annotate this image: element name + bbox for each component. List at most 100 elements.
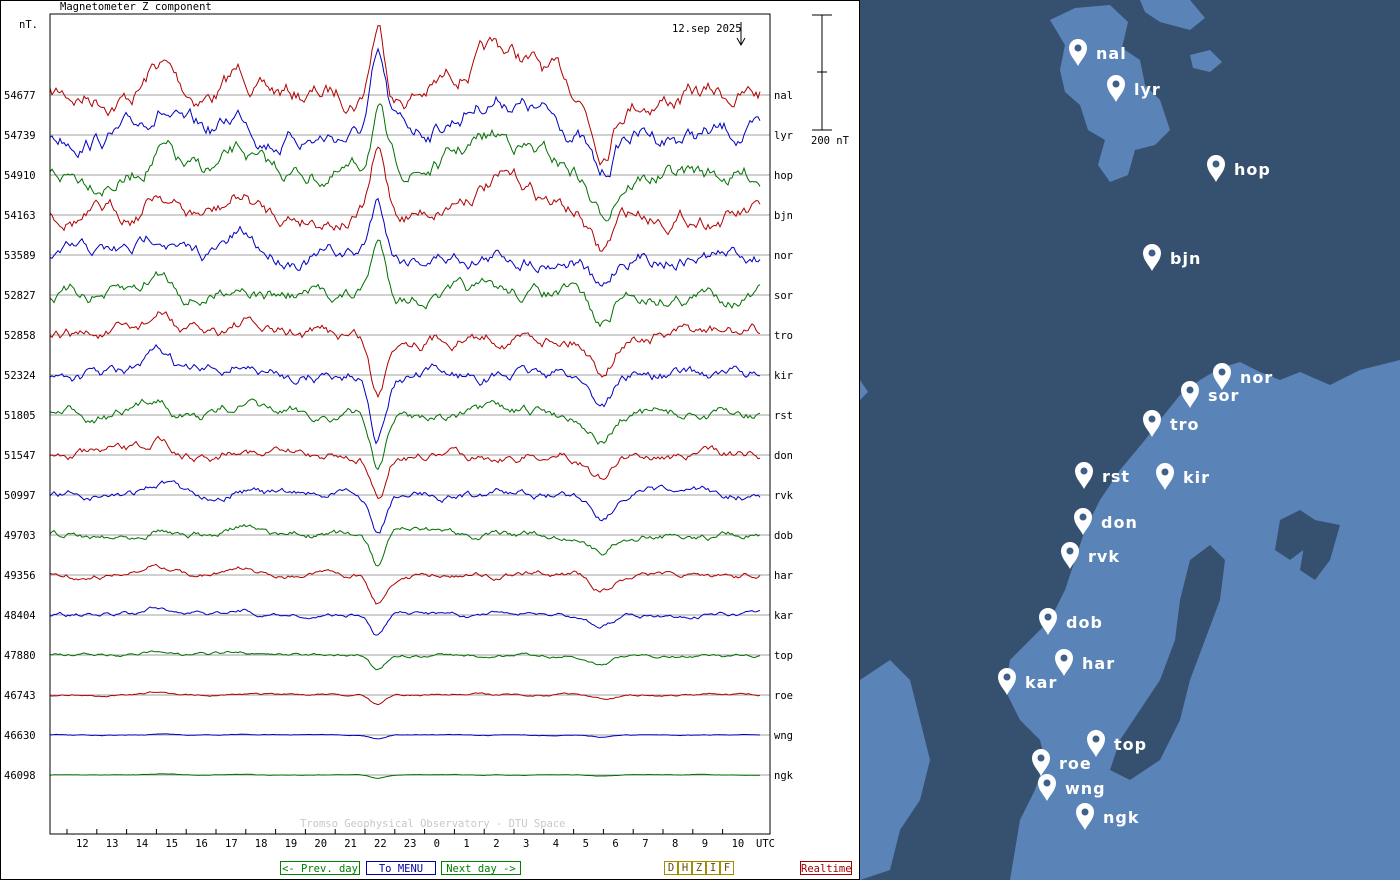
plot-title: Magnetometer Z component [60, 1, 212, 13]
pin-label: sor [1208, 386, 1239, 405]
station-codes: nal lyr hop bjn nor sor tro kir rst don rvk dob har k… [774, 90, 794, 782]
scale-bar: 200 nT [811, 14, 850, 147]
station-code: rvk [774, 490, 794, 502]
date-arrow-icon [736, 22, 746, 47]
map-pin-icon [1061, 542, 1079, 569]
pin-kir[interactable]: kir [1156, 463, 1210, 490]
hour-label: 6 [612, 838, 618, 850]
next-day-button[interactable]: Next day -> [441, 861, 521, 875]
pin-sor[interactable]: sor [1181, 381, 1239, 408]
station-code: tro [774, 330, 793, 342]
hour-label: 19 [285, 838, 298, 850]
white-sea [1300, 520, 1340, 580]
station-traces [49, 25, 761, 779]
component-f-button[interactable]: F [720, 861, 734, 875]
pin-rst[interactable]: rst [1075, 462, 1130, 489]
map-pin-icon [1087, 730, 1105, 757]
map-pin-icon [1207, 155, 1225, 182]
pin-nal[interactable]: nal [1069, 39, 1127, 66]
prev-day-button[interactable]: <- Prev. day [280, 861, 360, 875]
baseline-value: 53589 [4, 250, 36, 262]
station-code: har [774, 570, 793, 582]
pin-label: tro [1170, 415, 1200, 434]
date-label: 12.sep 2025 [672, 23, 742, 35]
pin-top[interactable]: top [1087, 730, 1147, 757]
pin-bjn[interactable]: bjn [1143, 244, 1201, 271]
baseline-value: 52827 [4, 290, 36, 302]
pin-rvk[interactable]: rvk [1061, 542, 1120, 569]
map-pin-icon [1076, 803, 1094, 830]
component-d-button[interactable]: D [664, 861, 678, 875]
trace-nal [49, 25, 761, 166]
component-i-button[interactable]: I [706, 861, 720, 875]
component-h-button[interactable]: H [678, 861, 692, 875]
trace-lyr [49, 47, 761, 178]
pin-lyr[interactable]: lyr [1107, 75, 1161, 102]
station-code: kar [774, 610, 793, 622]
baseline-value: 54163 [4, 210, 36, 222]
hour-label: 0 [434, 838, 440, 850]
baseline-value: 52858 [4, 330, 36, 342]
pin-tro[interactable]: tro [1143, 410, 1200, 437]
map-pin-icon [1156, 463, 1174, 490]
hour-label: 21 [344, 838, 357, 850]
pin-wng[interactable]: wng [1038, 774, 1106, 801]
pin-dob[interactable]: dob [1039, 608, 1103, 635]
baseline-value: 54677 [4, 90, 36, 102]
trace-don [49, 435, 761, 499]
pin-kar[interactable]: kar [998, 668, 1057, 695]
station-code: don [774, 450, 793, 462]
pin-label: wng [1065, 779, 1106, 798]
station-code: kir [774, 370, 793, 382]
trace-nor [49, 197, 761, 287]
hour-label: 12 [76, 838, 89, 850]
hour-label: 18 [255, 838, 268, 850]
station-code: lyr [774, 130, 793, 142]
hour-label: 13 [106, 838, 119, 850]
pin-don[interactable]: don [1074, 508, 1138, 535]
trace-wng [49, 733, 761, 740]
baseline-value: 49703 [4, 530, 36, 542]
baseline-value: 54910 [4, 170, 36, 182]
station-code: wng [774, 730, 793, 742]
baseline-values: 54677 54739 54910 54163 53589 52827 52858 52324… [4, 90, 36, 782]
baseline-value: 51805 [4, 410, 36, 422]
hour-label: 4 [553, 838, 559, 850]
component-z-button[interactable]: Z [692, 861, 706, 875]
station-map: nal lyr hop bjn nor sor tro rst kir don rvk dob har k… [860, 0, 1400, 880]
pin-nor[interactable]: nor [1213, 363, 1273, 390]
hour-label: 3 [523, 838, 529, 850]
hour-label: 16 [195, 838, 208, 850]
watermark: Tromso Geophysical Observatory - DTU Spa… [300, 818, 566, 830]
menu-button[interactable]: To MENU [366, 861, 436, 875]
baseline-value: 49356 [4, 570, 36, 582]
pin-har[interactable]: har [1055, 649, 1115, 676]
station-code: nal [774, 90, 793, 102]
hour-label: 17 [225, 838, 238, 850]
station-code: bjn [774, 210, 793, 222]
map-pin-icon [1213, 363, 1231, 390]
pin-label: bjn [1170, 249, 1201, 268]
panel-border [0, 0, 860, 880]
pin-ngk[interactable]: ngk [1076, 803, 1139, 830]
station-code: nor [774, 250, 793, 262]
baseline-value: 54739 [4, 130, 36, 142]
trace-roe [49, 691, 761, 706]
hour-label: 23 [404, 838, 417, 850]
hour-label: 2 [493, 838, 499, 850]
station-code: dob [774, 530, 793, 542]
realtime-button[interactable]: Realtime [800, 861, 852, 875]
pin-label: kar [1025, 673, 1057, 692]
pin-roe[interactable]: roe [1032, 749, 1092, 776]
pin-hop[interactable]: hop [1207, 155, 1271, 182]
trace-dob [49, 523, 761, 567]
pin-label: har [1082, 654, 1115, 673]
hour-label: 9 [702, 838, 708, 850]
baseline-value: 46098 [4, 770, 36, 782]
magnetogram-panel: 54677 54739 54910 54163 53589 52827 52858 52324… [0, 0, 860, 880]
pin-label: nor [1240, 368, 1273, 387]
unit-label: nT. [19, 19, 38, 31]
baseline-value: 46630 [4, 730, 36, 742]
map-pin-icon [1032, 749, 1050, 776]
